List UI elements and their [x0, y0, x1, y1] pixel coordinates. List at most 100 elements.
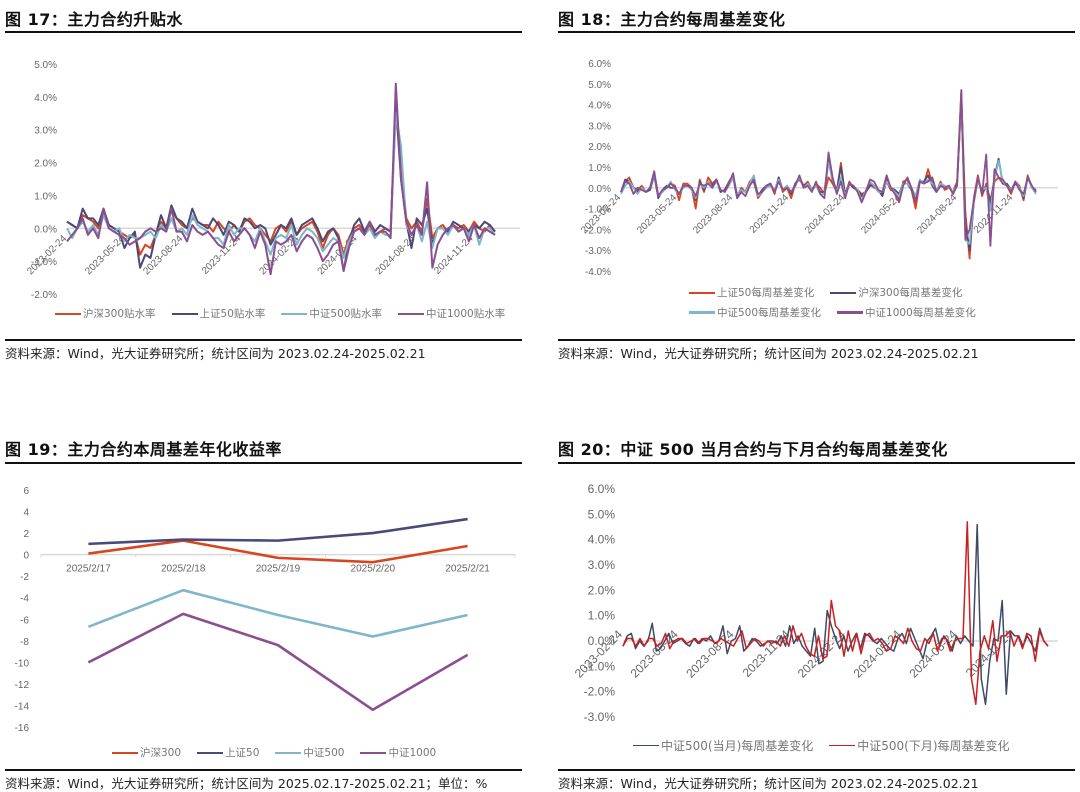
- x-tick-label: 2023-05-24: [635, 192, 679, 236]
- series-line: [66, 82, 496, 276]
- figure-19-title: 图 19：主力合约本周基差年化收益率: [5, 440, 282, 459]
- series-line: [88, 539, 468, 564]
- figure-17-panel: 图 17：主力合约升贴水 5.0% 4.0% 3.0% 2.0% 1.0% 0.0% -1.…: [5, 6, 522, 366]
- y-tick-label: 6.0%: [588, 59, 611, 70]
- y-tick-label: -1.0%: [584, 659, 616, 673]
- legend-swatch: [830, 291, 857, 294]
- x-tick-label: 2023-11-24: [748, 192, 792, 236]
- y-tick-label: 5.0%: [34, 60, 57, 71]
- figure-20-title: 图 20：中证 500 当月合约与下月合约每周基差变化: [558, 440, 948, 459]
- legend-swatch: [112, 751, 138, 754]
- legend-swatch: [633, 744, 659, 746]
- x-tick-label: 2024-08-24: [915, 192, 959, 236]
- y-tick-label: -8: [20, 637, 29, 648]
- figure-17-top-rule: [5, 31, 522, 33]
- y-tick-label: -6: [20, 615, 29, 626]
- legend-swatch: [829, 744, 856, 746]
- legend-label: 沪深300: [140, 747, 182, 760]
- legend-swatch: [171, 312, 198, 315]
- legend-item: 中证500: [275, 745, 344, 760]
- x-tick-label: 2025/2/21: [445, 564, 490, 575]
- legend-item: 中证500每周基差变化: [689, 304, 821, 322]
- y-tick-label: 3.0%: [588, 121, 611, 132]
- y-tick-label: -4.0%: [585, 267, 611, 278]
- series-line: [620, 95, 1037, 245]
- y-tick-label: 3.0%: [588, 558, 616, 572]
- y-tick-label: 3.0%: [34, 126, 57, 137]
- series-line: [622, 521, 1049, 706]
- series-line: [620, 91, 1037, 260]
- legend-label: 中证1000: [388, 747, 437, 760]
- legend-swatch: [397, 312, 424, 315]
- figure-19-bottom-rule: [5, 769, 522, 771]
- y-tick-label: 2.0%: [588, 142, 611, 153]
- legend-label: 沪深300每周基差变化: [858, 286, 963, 299]
- figure-18-top-rule: [558, 31, 1075, 33]
- legend-item: 中证1000贴水率: [397, 306, 505, 321]
- legend-swatch: [281, 312, 308, 315]
- legend-swatch: [55, 312, 81, 315]
- legend-item: 上证50贴水率: [171, 306, 265, 321]
- y-tick-label: -14: [15, 701, 30, 712]
- y-tick-label: -1.0%: [585, 205, 611, 216]
- x-tick-label: 2025/2/20: [351, 564, 396, 575]
- y-tick-label: 2.0%: [588, 583, 616, 597]
- legend-swatch: [837, 311, 864, 314]
- figure-20-legend: 中证500(当月)每周基差变化 中证500(下月)每周基差变化: [633, 735, 1026, 754]
- legend-label: 沪深300贴水率: [83, 308, 156, 321]
- figure-17-bottom-rule: [5, 339, 522, 341]
- y-tick-label: 1.0%: [34, 191, 57, 202]
- series-line: [87, 612, 469, 712]
- y-tick-label: 4: [23, 508, 29, 519]
- y-tick-label: 0.0%: [34, 224, 57, 235]
- series-line: [622, 523, 1049, 706]
- x-tick-label: 2025/2/18: [161, 564, 206, 575]
- y-tick-label: -3.0%: [584, 710, 616, 724]
- y-tick-label: 6.0%: [588, 482, 616, 496]
- figure-18-chart: 6.0% 5.0% 4.0% 3.0% 2.0% 1.0% 0.0% -1.0% -2.0% -3…: [579, 59, 1058, 278]
- legend-swatch: [689, 291, 715, 294]
- y-tick-label: -2.0%: [584, 685, 616, 699]
- legend-label: 中证500(当月)每周基差变化: [661, 738, 814, 753]
- y-tick-label: 5.0%: [588, 507, 616, 521]
- y-tick-label: -10: [15, 658, 30, 669]
- legend-item: 上证50每周基差变化: [689, 284, 814, 302]
- legend-label: 中证500每周基差变化: [717, 306, 822, 319]
- legend-item: 沪深300贴水率: [55, 306, 156, 321]
- legend-swatch: [197, 751, 224, 754]
- legend-swatch: [689, 311, 715, 314]
- figure-18-panel: 图 18：主力合约每周基差变化 6.0% 5.0% 4.0% 3.0% 2.0% 1.0%…: [558, 6, 1075, 366]
- legend-item: 中证1000每周基差变化: [837, 304, 976, 322]
- legend-item: 沪深300每周基差变化: [830, 284, 962, 302]
- y-tick-label: 2.0%: [34, 159, 57, 170]
- series-line: [88, 517, 468, 546]
- figure-19-source: 资料来源：Wind，光大证券研究所；统计区间为 2025.02.17-2025.…: [5, 776, 488, 791]
- y-tick-label: -2: [20, 572, 29, 583]
- y-tick-label: 0: [23, 551, 29, 562]
- x-tick-label: 2023-02-24: [25, 233, 69, 277]
- figure-17-legend: 沪深300贴水率 上证50贴水率 中证500贴水率 中证1000贴水率: [55, 306, 521, 321]
- figure-19-legend: 沪深300 上证50 中证500 中证1000: [112, 745, 452, 760]
- legend-item: 中证1000: [360, 745, 436, 760]
- legend-label: 上证50: [225, 747, 260, 760]
- series-line: [87, 588, 468, 638]
- y-tick-label: -2.0%: [585, 225, 611, 236]
- y-tick-label: 5.0%: [588, 80, 611, 91]
- legend-item: 沪深300: [112, 745, 181, 760]
- figure-19-chart: 6 4 2 0 -2 -4 -6 -8 -10 -12 -14 -16 2025/2/17 2025/2/…: [15, 486, 516, 734]
- legend-item: 中证500(当月)每周基差变化: [633, 737, 813, 754]
- y-tick-label: -2.0%: [31, 290, 57, 301]
- figure-17-source: 资料来源：Wind，光大证券研究所；统计区间为 2023.02.24-2025.…: [5, 346, 426, 361]
- figure-20-source: 资料来源：Wind，光大证券研究所；统计区间为 2023.02.24-2025.…: [558, 776, 979, 791]
- x-tick-label: 2024-08-24: [374, 233, 418, 277]
- figure-20-top-rule: [558, 462, 1075, 464]
- y-tick-label: -16: [15, 723, 30, 734]
- y-tick-label: 1.0%: [588, 609, 616, 623]
- figure-18-legend: 上证50每周基差变化 沪深300每周基差变化中证500每周基差变化 中证1000每周…: [689, 282, 989, 322]
- y-tick-label: 4.0%: [588, 533, 616, 547]
- legend-item: 中证500贴水率: [281, 306, 382, 321]
- figure-19-panel: 图 19：主力合约本周基差年化收益率 6 4 2 0 -2 -4 -6 -8 -10 -12 -14…: [5, 436, 522, 792]
- y-tick-label: 4.0%: [34, 93, 57, 104]
- legend-label: 中证500(下月)每周基差变化: [857, 738, 1010, 753]
- y-tick-label: 1.0%: [588, 163, 611, 174]
